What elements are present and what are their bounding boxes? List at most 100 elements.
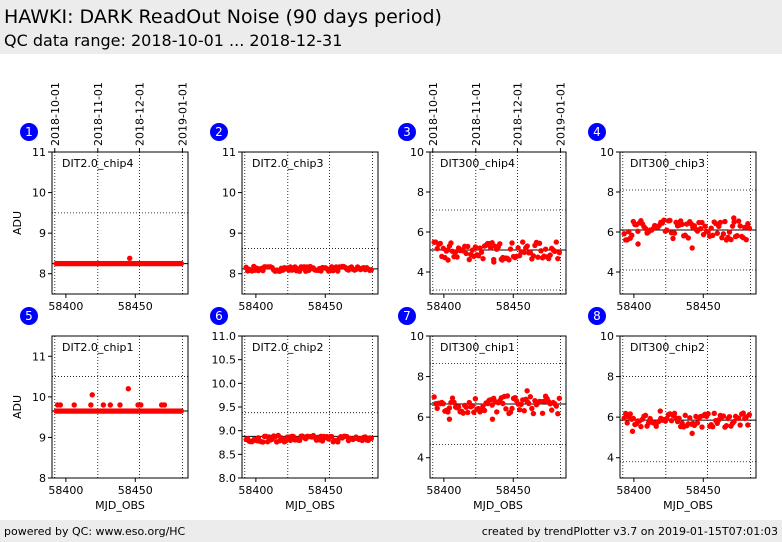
x-tick-label: 58400: [48, 300, 83, 313]
data-point: [504, 393, 511, 399]
badge-circle: [588, 123, 606, 141]
data-point: [466, 256, 472, 263]
data-point: [539, 410, 546, 416]
data-point: [454, 254, 460, 260]
data-point: [507, 246, 514, 252]
x-tick-label: 58400: [426, 484, 461, 497]
date-tick-label: 2018-12-01: [133, 82, 146, 146]
data-point: [746, 411, 753, 418]
data-point: [630, 415, 637, 422]
data-point: [726, 229, 733, 235]
date-tick-label: 2018-10-01: [427, 82, 440, 146]
footer-created-by: created by trendPlotter v3.7 on 2019-01-…: [481, 525, 778, 538]
date-tick-label: 2018-11-01: [470, 82, 483, 146]
data-point: [524, 243, 530, 249]
data-point: [735, 415, 742, 422]
data-point: [671, 410, 678, 417]
data-point: [642, 412, 649, 419]
x-tick-label: 58400: [238, 484, 273, 497]
y-tick-label: 4: [417, 452, 424, 465]
data-point: [494, 409, 500, 415]
data-point: [524, 388, 530, 394]
x-tick-label: 58400: [616, 484, 651, 497]
data-point: [679, 221, 685, 227]
data-point: [710, 232, 716, 239]
x-axis-label: MJD_OBS: [473, 499, 523, 512]
badge-number: 1: [25, 125, 33, 139]
y-tick-label: 9: [229, 227, 236, 240]
x-axis-label: MJD_OBS: [285, 499, 335, 512]
data-point: [469, 403, 476, 409]
data-point: [699, 424, 705, 430]
y-tick-label: 11.0: [212, 330, 237, 343]
data-point: [506, 257, 512, 263]
x-tick-label: 58400: [48, 484, 83, 497]
data-point: [702, 223, 708, 229]
data-point: [629, 428, 636, 435]
data-point: [296, 437, 303, 444]
y-tick-label: 8: [607, 186, 614, 199]
data-point: [735, 218, 742, 224]
data-point: [555, 410, 561, 417]
chip-label: DIT300_chip2: [630, 341, 705, 354]
date-tick-label: 2018-12-01: [511, 82, 524, 146]
y-tick-label: 8: [39, 472, 46, 485]
badge-number: 5: [25, 309, 33, 323]
data-point: [536, 240, 543, 247]
data-point: [138, 402, 144, 408]
data-point: [689, 245, 695, 251]
y-tick-label: 10: [410, 330, 424, 343]
y-tick-label: 6: [607, 226, 614, 239]
data-point: [497, 241, 503, 247]
y-tick-label: 6: [417, 226, 424, 239]
chip-label: DIT2.0_chip4: [62, 157, 133, 170]
data-point: [434, 245, 440, 252]
data-point: [556, 395, 563, 402]
data-point: [107, 402, 113, 408]
data-point: [720, 231, 727, 237]
badge-number: 3: [403, 125, 411, 139]
data-point: [117, 402, 123, 408]
y-tick-label: 8: [607, 371, 614, 384]
data-point: [487, 245, 494, 251]
x-tick-label: 58450: [496, 300, 531, 313]
data-point: [446, 416, 453, 422]
data-point: [538, 248, 544, 254]
data-point: [451, 399, 457, 406]
data-point: [682, 412, 688, 419]
data-point: [460, 410, 466, 416]
y-axis-label: ADU: [11, 395, 24, 419]
badge-circle: [20, 123, 38, 141]
y-tick-label: 4: [417, 266, 424, 279]
data-point: [731, 219, 737, 225]
y-tick-label: 9.0: [219, 425, 237, 438]
data-point: [720, 413, 727, 419]
data-point: [676, 415, 682, 422]
x-tick-label: 58450: [686, 300, 721, 313]
x-tick-label: 58450: [118, 484, 153, 497]
data-point: [723, 422, 730, 429]
data-point: [661, 217, 667, 223]
data-point: [472, 396, 479, 402]
data-point: [731, 215, 737, 221]
data-point: [685, 235, 691, 241]
data-point: [737, 422, 743, 428]
data-point: [127, 255, 133, 261]
data-point: [743, 236, 749, 243]
x-tick-label: 58450: [118, 300, 153, 313]
y-axis-label: ADU: [11, 211, 24, 235]
x-axis-label: MJD_OBS: [95, 499, 145, 512]
x-tick-label: 58450: [308, 300, 343, 313]
badge-number: 6: [215, 309, 223, 323]
data-point: [668, 418, 675, 424]
y-tick-label: 10: [32, 391, 46, 404]
data-point: [161, 402, 168, 408]
x-tick-label: 58400: [238, 300, 273, 313]
badge-circle: [210, 307, 228, 325]
data-point: [500, 400, 506, 407]
badge-circle: [398, 123, 416, 141]
chip-label: DIT2.0_chip3: [252, 157, 323, 170]
y-tick-label: 8: [39, 268, 46, 281]
x-axis-label: MJD_OBS: [663, 499, 713, 512]
data-point: [689, 430, 695, 437]
